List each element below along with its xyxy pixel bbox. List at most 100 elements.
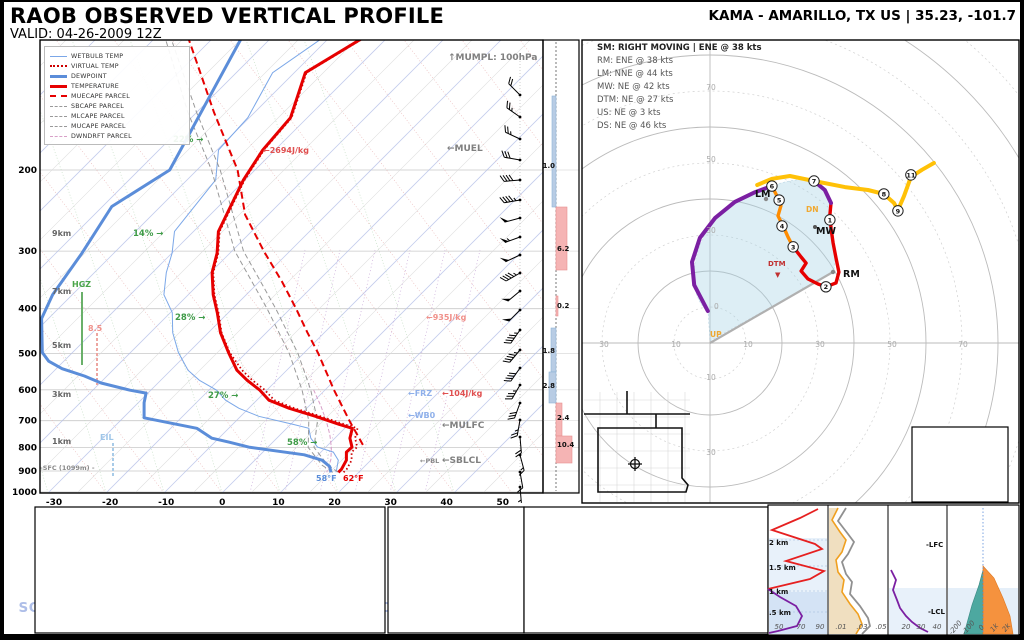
svg-text:8: 8 (882, 190, 887, 198)
skewt-annotation: 58°F (316, 474, 337, 483)
wind-barb (501, 289, 522, 302)
height-label: 9km (52, 229, 71, 238)
hodo-km-marker (824, 214, 836, 226)
omega-value: 1.8 (543, 347, 556, 355)
hodo-storm-label: RM (843, 269, 860, 280)
skewt-annotation: ←2694J/kg (263, 146, 309, 155)
skewt-annotation: 8.5 (88, 324, 103, 333)
mini-panel-tick: 70 (797, 623, 806, 631)
hodo-storm-label: DTM (768, 260, 786, 268)
hodo-storm-label: UP (710, 330, 722, 339)
pressure-tick: 200 (18, 166, 37, 176)
skewt-annotation: ←WB0 (408, 411, 436, 420)
svg-text:11: 11 (906, 171, 916, 179)
skewt-annotation: HGZ (72, 280, 91, 289)
temperature-tick: 0 (219, 498, 225, 508)
streamwise-vorticity-curve (831, 507, 863, 635)
hodo-ring-label: 10 (743, 340, 753, 349)
mw-line: MW: NE @ 42 kts (597, 82, 670, 92)
mini-panel-tick: 50 (775, 623, 784, 631)
hodo-ring-label: 70 (958, 340, 968, 349)
temperature-tick: 40 (440, 498, 453, 508)
wetbulb-line (163, 40, 339, 473)
omega-value: 0.2 (557, 302, 570, 310)
hodo-ring-label: 50 (706, 155, 716, 164)
hodo-ring-label: 10 (706, 373, 716, 382)
skewt-profiles (40, 40, 364, 474)
hodograph-border (581, 39, 1020, 504)
wind-barb (510, 418, 522, 439)
skewt-annotation: EIL (100, 433, 114, 442)
rm-dot (830, 269, 836, 275)
hodo-ring-label: 70 (706, 83, 716, 92)
svg-text:6: 6 (770, 182, 775, 190)
svg-text:7: 7 (812, 177, 817, 185)
panel-streamwiseness (767, 508, 827, 634)
skewt-annotations: 200 300 400 500 600 700 800 900 1000 -30 -20 -10 0 10… (12, 53, 538, 508)
mini-panel-side-label: -LCL (928, 608, 946, 616)
mucape-parcel-line-icon (50, 125, 67, 127)
rh-label: 58% → (287, 438, 317, 448)
temperature-tick: 20 (328, 498, 341, 508)
svg-text:3: 3 (791, 243, 796, 251)
hodo-ring-label: 30 (599, 340, 609, 349)
mw-dot (813, 225, 817, 229)
legend-label: TEMPERATURE (71, 82, 119, 90)
storm-motion-info: SM: RIGHT MOVING | ENE @ 38 kts RM: ENE … (597, 44, 762, 131)
hodo-km-marker (878, 188, 890, 200)
wind-barb (507, 401, 522, 420)
mini-panel-tick: .05 (875, 623, 887, 631)
svg-text:1: 1 (828, 216, 833, 224)
mini-panel-side-label: 2 km (769, 539, 788, 547)
srw-curve (890, 569, 929, 633)
srh-stats-box (911, 426, 1009, 503)
skewt-annotation: -SFC (1099m) - (40, 464, 95, 472)
temperature-tick: 50 (497, 498, 510, 508)
lm-line: LM: NNE @ 44 kts (597, 69, 673, 79)
omega-bar (555, 295, 559, 317)
dwndrft-parcel-line-icon (50, 135, 67, 137)
pressure-tick: 500 (18, 349, 37, 359)
omega-bar (551, 95, 557, 208)
height-label: 1km (52, 437, 71, 446)
wind-barb (504, 125, 522, 141)
pressure-tick: 300 (18, 247, 37, 257)
temperature-line (210, 40, 362, 474)
mini-panel-side-label: -LFC (926, 541, 943, 549)
wind-barb (499, 271, 522, 282)
wind-barb (499, 216, 522, 223)
height-label: 5km (52, 341, 71, 350)
skewt-annotation: ←MUEL (447, 144, 483, 154)
wind-barb (499, 253, 522, 263)
valid-time: VALID: 04-26-2009 12Z (10, 27, 162, 42)
temperature-tick: -20 (102, 498, 118, 508)
wind-barb (504, 383, 522, 400)
hodo-ring-label: 30 (706, 448, 716, 457)
omega-value: 2.8 (543, 382, 556, 390)
hodo-storm-label: 0 (714, 302, 719, 311)
pressure-tick: 600 (18, 386, 37, 396)
hodo-storm-label: MW (816, 226, 836, 237)
skewt-legend: WETBULB TEMP VIRTUAL TEMP DEWPOINT TEMPE… (44, 46, 190, 145)
svg-text:9: 9 (896, 207, 901, 215)
thermo-table-box (34, 506, 386, 634)
mlcape-parcel-line (165, 40, 333, 473)
pressure-tick: 400 (18, 305, 37, 315)
sbcape-parcel-line-icon (50, 105, 67, 107)
hodo-storm-label: DN (806, 205, 819, 214)
legend-label: MUCAPE PARCEL (71, 122, 126, 130)
hodo-km-marker (808, 175, 820, 187)
wind-barb (515, 435, 522, 458)
legend-label: MLCAPE PARCEL (71, 112, 125, 120)
hodo-segment-purple_low (690, 184, 774, 313)
rh-label: 14% → (133, 229, 163, 239)
wind-barb (499, 195, 522, 204)
pressure-tick: 800 (18, 443, 37, 453)
dwndrft-parcel-line (313, 389, 332, 473)
temperature-line-icon (50, 84, 67, 88)
temperature-tick: 30 (384, 498, 397, 508)
wind-barb (503, 366, 522, 382)
wind-barb (499, 235, 522, 243)
skewt-annotation: ←FRZ (408, 389, 432, 398)
